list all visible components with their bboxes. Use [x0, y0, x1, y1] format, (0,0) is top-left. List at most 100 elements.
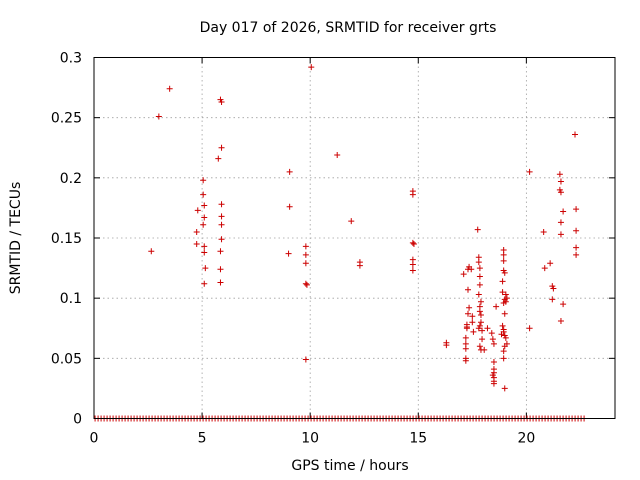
y-tick-label: 0.05: [51, 351, 82, 367]
data-point: [484, 325, 491, 332]
x-tick-label: 10: [301, 431, 319, 447]
data-point: [550, 285, 557, 292]
data-point: [489, 336, 496, 343]
data-point: [410, 241, 417, 248]
data-point: [218, 201, 225, 208]
data-point: [476, 265, 483, 272]
data-point: [490, 340, 497, 347]
data-point: [464, 286, 471, 293]
data-point: [557, 318, 564, 325]
data-point: [217, 248, 224, 255]
data-point: [155, 113, 162, 120]
data-point: [201, 249, 208, 256]
data-point: [475, 259, 482, 266]
data-point: [348, 218, 355, 225]
x-tick-label: 0: [90, 431, 99, 447]
data-point: [217, 279, 224, 286]
data-point: [285, 250, 292, 257]
y-tick-label: 0.15: [51, 231, 82, 247]
data-point: [477, 312, 484, 319]
data-point: [477, 298, 484, 305]
data-point: [490, 358, 497, 365]
data-point: [502, 291, 509, 298]
y-tick-label: 0.3: [60, 51, 82, 67]
y-tick-label: 0.1: [60, 291, 82, 307]
data-point: [499, 278, 506, 285]
data-point: [560, 301, 567, 308]
data-point: [476, 308, 483, 315]
data-point: [302, 280, 309, 287]
x-tick-label: 20: [517, 431, 535, 447]
data-point: [409, 239, 416, 246]
data-point: [474, 226, 481, 233]
x-tick-label: 15: [409, 431, 427, 447]
data-point: [286, 168, 293, 175]
data-point: [526, 325, 533, 332]
data-point: [540, 228, 547, 235]
data-point: [498, 331, 505, 338]
data-point: [302, 260, 309, 267]
data-point: [201, 214, 208, 221]
data-point: [194, 207, 201, 214]
data-point: [476, 273, 483, 280]
chart-title: Day 017 of 2026, SRMTID for receiver grt…: [200, 20, 497, 36]
axis-ticks: 0 0.05 0.1 0.15 0.2 0.25 0.3 0 5 10 15 20: [51, 51, 615, 447]
data-point: [302, 243, 309, 250]
data-point: [479, 327, 486, 334]
data-point: [356, 262, 363, 269]
data-point: [560, 208, 567, 215]
data-point: [475, 325, 482, 332]
data-points: [148, 64, 580, 392]
data-point: [557, 231, 564, 238]
data-point: [462, 357, 469, 364]
data-point: [499, 289, 506, 296]
data-point: [460, 271, 467, 278]
y-axis-label: SRMTID / TECUs: [8, 182, 24, 295]
data-point: [166, 85, 173, 92]
data-point: [549, 296, 556, 303]
data-point: [466, 304, 473, 311]
data-point: [469, 319, 476, 326]
data-point: [541, 265, 548, 272]
data-point: [217, 266, 224, 273]
data-point: [488, 330, 495, 337]
data-point: [200, 221, 207, 228]
data-point: [501, 343, 508, 350]
data-point: [573, 251, 580, 258]
data-point: [308, 64, 315, 71]
data-point: [462, 334, 469, 341]
data-point: [202, 265, 209, 272]
data-point: [468, 266, 475, 273]
data-point: [501, 269, 508, 276]
data-point: [557, 189, 564, 196]
data-point: [469, 313, 476, 320]
data-point: [148, 248, 155, 255]
data-point: [547, 260, 554, 267]
data-point: [501, 310, 508, 317]
data-point: [201, 243, 208, 250]
data-point: [464, 310, 471, 317]
x-tick-label: 5: [198, 431, 207, 447]
data-point: [334, 151, 341, 158]
data-point: [218, 99, 225, 106]
data-point: [557, 178, 564, 185]
data-point: [409, 261, 416, 268]
data-point: [499, 322, 506, 329]
data-point: [493, 303, 500, 310]
data-point: [443, 342, 450, 349]
data-point: [409, 267, 416, 274]
data-point: [500, 251, 507, 258]
data-point: [193, 241, 200, 248]
data-point: [409, 191, 416, 198]
data-point: [218, 236, 225, 243]
data-point: [556, 171, 563, 178]
data-point: [573, 206, 580, 213]
data-point: [572, 131, 579, 138]
data-point: [463, 325, 470, 332]
data-point: [573, 227, 580, 234]
data-point: [302, 251, 309, 258]
data-point: [200, 177, 207, 184]
data-point: [286, 203, 293, 210]
data-point: [481, 346, 488, 353]
data-point: [475, 291, 482, 298]
